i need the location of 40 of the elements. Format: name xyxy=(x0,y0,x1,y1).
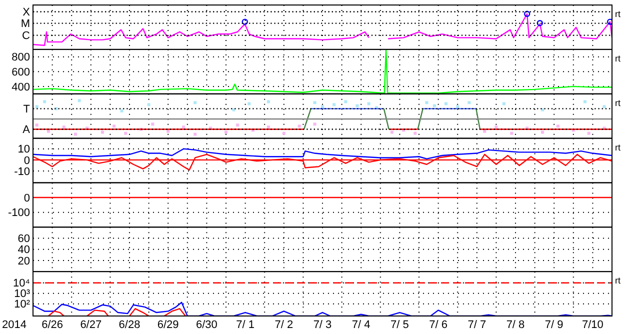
x-tick-label: 7/ 7 xyxy=(468,319,486,331)
y-tick-label: -10 xyxy=(14,166,30,178)
x-tick-label: 7/ 4 xyxy=(352,319,370,331)
ref-line-label: M xyxy=(20,18,30,30)
y-tick-label: 0 xyxy=(24,192,30,204)
x-tick-label: 7/ 1 xyxy=(236,319,254,331)
y-tick-label: 20 xyxy=(18,255,30,268)
y-tick-label: 60 xyxy=(18,233,30,246)
x-tick-label: 7/ 9 xyxy=(544,319,564,331)
x-tick-label: 6/27 xyxy=(80,319,102,331)
y-tick-label: 600 xyxy=(12,66,30,78)
y-tick-label: 0 xyxy=(24,154,30,167)
x-tick-label: 6/30 xyxy=(196,319,218,331)
y-tick-label: -100 xyxy=(8,207,30,220)
x-tick-label: 6/26 xyxy=(42,319,64,331)
x-tick-label: 7/ 3 xyxy=(313,319,332,331)
y-tick-label: 40 xyxy=(18,244,30,256)
x-tick-label: 7/ 5 xyxy=(390,319,409,331)
y-tick-label: 400 xyxy=(12,81,30,94)
x-tick-label: 7/ 6 xyxy=(429,319,448,331)
y-tick-label: 10 xyxy=(18,144,30,156)
ref-line-label: C xyxy=(22,30,30,42)
x-tick-label: 7/ 2 xyxy=(274,319,294,331)
text: rt xyxy=(615,276,621,286)
ref-line-label: T xyxy=(23,104,30,116)
y-tick-label: 10² xyxy=(14,298,30,311)
x-tick-label: 6/28 xyxy=(118,319,140,331)
text: rt xyxy=(615,53,621,64)
x-tick-label: 7/ 8 xyxy=(506,319,525,331)
y-tick-label: 800 xyxy=(12,52,30,64)
y-tick-label: 10³ xyxy=(14,288,30,300)
ref-line-label: A xyxy=(22,124,31,136)
x-axis-title: 2014 xyxy=(2,319,26,331)
text: rt xyxy=(615,98,621,108)
text: rt xyxy=(615,9,621,19)
x-tick-label: 7/10 xyxy=(582,319,604,331)
x-tick-label: 6/29 xyxy=(157,319,179,331)
y-tick-label: 10⁴ xyxy=(13,278,30,290)
text: rt xyxy=(615,142,621,152)
ref-line-label: X xyxy=(22,6,31,19)
